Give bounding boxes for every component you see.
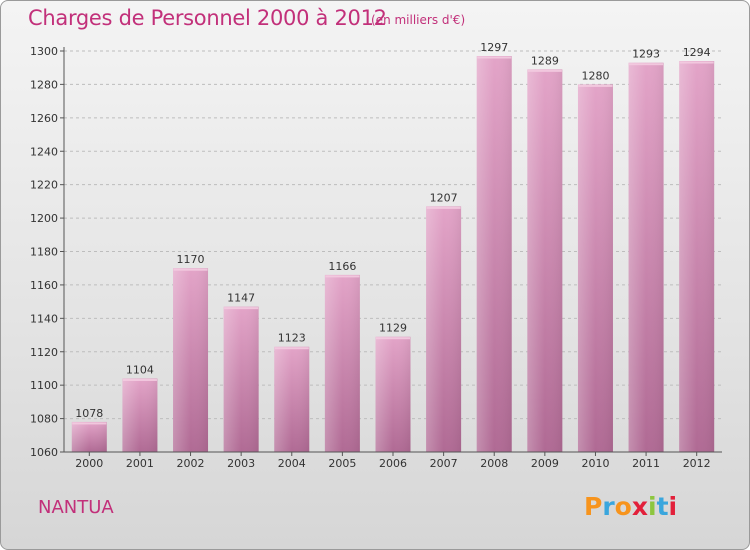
bar-sheen (527, 69, 563, 453)
logo-letter: o (614, 492, 632, 521)
data-label: 1170 (177, 253, 205, 266)
x-tick-label: 2011 (632, 457, 660, 470)
data-label: 1129 (379, 322, 407, 335)
y-tick-label: 1240 (30, 145, 58, 158)
x-tick-label: 2009 (531, 457, 559, 470)
y-tick-label: 1200 (30, 212, 58, 225)
chart-subtitle: (en milliers d'€) (371, 13, 466, 27)
bar-top-edge (477, 56, 512, 59)
data-label: 1297 (480, 41, 508, 54)
data-label: 1280 (581, 69, 609, 82)
bar-sheen (71, 421, 107, 452)
data-label: 1207 (430, 191, 458, 204)
bar-top-edge (173, 268, 208, 271)
y-tick-label: 1180 (30, 246, 58, 259)
bar-sheen (375, 336, 411, 452)
commune-name: NANTUA (38, 497, 114, 518)
y-tick-label: 1140 (30, 312, 58, 325)
bar-sheen (679, 61, 715, 453)
x-tick-label: 2000 (75, 457, 103, 470)
axes: 1060 1080 1100 1120 1140 1160 1180 1200 1220 1240… (30, 45, 722, 470)
bar-top-edge (122, 378, 157, 381)
bar-sheen (223, 306, 259, 452)
bar-top-edge (426, 206, 461, 209)
bar-sheen (628, 62, 664, 453)
bar-top-edge (527, 69, 562, 72)
bar-sheen (476, 56, 512, 452)
bar-top-edge (376, 337, 410, 340)
data-label: 1147 (227, 292, 255, 305)
x-tick-label: 2008 (480, 457, 508, 470)
data-label: 1289 (531, 54, 559, 67)
y-tick-label: 1300 (30, 45, 58, 58)
data-label: 1078 (75, 407, 103, 420)
data-label: 1293 (632, 48, 660, 61)
bar-top-edge (274, 347, 309, 350)
x-tick-label: 2010 (581, 457, 609, 470)
logo-letter: r (602, 492, 615, 521)
x-tick-label: 2005 (328, 457, 356, 470)
logo-letter: i (668, 492, 678, 521)
y-tick-label: 1080 (30, 413, 58, 426)
x-tick-label: 2002 (177, 457, 205, 470)
x-tick-label: 2006 (379, 457, 407, 470)
data-labels: 1078 1104 1170 1147 1123 1166 1129 1207 1297 1289… (75, 41, 710, 420)
bar-sheen (274, 346, 310, 452)
x-tick-label: 2003 (227, 457, 255, 470)
y-tick-label: 1220 (30, 179, 58, 192)
y-tick-label: 1060 (30, 446, 58, 459)
bar-sheen (426, 206, 462, 452)
bar-top-edge (72, 422, 107, 425)
x-tick-label: 2001 (126, 457, 154, 470)
x-tick-label: 2007 (430, 457, 458, 470)
y-tick-label: 1260 (30, 112, 58, 125)
data-label: 1123 (278, 332, 306, 345)
bars (71, 56, 715, 453)
bar-sheen (122, 378, 158, 452)
logo-letter: P (584, 492, 603, 521)
y-tick-label: 1160 (30, 279, 58, 292)
bar-top-edge (224, 307, 259, 310)
bar-top-edge (629, 63, 664, 66)
x-tick-label: 2004 (278, 457, 306, 470)
bar-top-edge (679, 61, 714, 64)
bar-sheen (324, 274, 360, 452)
bar-sheen (173, 268, 209, 452)
y-tick-label: 1120 (30, 346, 58, 359)
data-label: 1294 (683, 46, 711, 59)
x-tick-label: 2012 (683, 457, 711, 470)
y-tick-label: 1100 (30, 379, 58, 392)
bar-sheen (577, 84, 613, 453)
y-tick-label: 1280 (30, 78, 58, 91)
logo-letter: x (631, 492, 648, 521)
logo-letter: i (648, 492, 657, 521)
bar-top-edge (578, 84, 613, 87)
proxiti-logo[interactable]: Proxiti (584, 492, 677, 521)
chart-title: Charges de Personnel 2000 à 2012 (28, 6, 387, 30)
data-label: 1166 (328, 260, 356, 273)
logo-letter: t (656, 492, 669, 521)
data-label: 1104 (126, 363, 154, 376)
bar-top-edge (325, 275, 360, 278)
